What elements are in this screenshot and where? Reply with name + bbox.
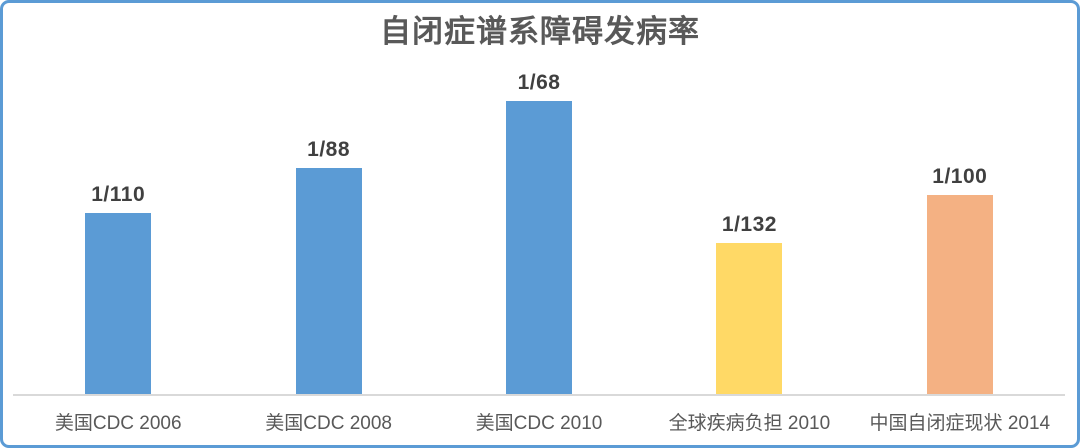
bar-group: 1/88 [223,139,433,394]
x-axis-line [13,394,1065,396]
category-label: 美国CDC 2006 [54,413,182,434]
bar-value-label: 1/132 [721,213,777,236]
plot-area: 1/110 1/88 1/68 1/132 1/100 美国CDC 2006 美国CDC … [13,3,1065,445]
bars-row: 1/110 1/88 1/68 1/132 1/100 [13,72,1065,394]
bar [295,168,362,394]
bar [716,243,783,394]
category-label: 美国CDC 2010 [475,413,603,434]
bar-group: 1/100 [855,166,1065,394]
bar-group: 1/132 [644,214,854,394]
bar-value-label: 1/68 [517,71,561,94]
bar-group: 1/68 [434,72,644,394]
bar [926,195,993,394]
category-label: 中国自闭症现状 2014 [869,413,1051,434]
chart-title: 自闭症谱系障碍发病率 [380,14,700,49]
category-labels-row: 美国CDC 2006 美国CDC 2008 美国CDC 2010 全球疾病负担 201… [13,412,1065,436]
bar [506,101,573,394]
bar-value-label: 1/100 [932,165,988,188]
bar [85,213,152,394]
category-label: 美国CDC 2008 [265,413,392,434]
bar-group: 1/110 [13,184,223,394]
bar-value-label: 1/110 [91,183,146,206]
category-label: 全球疾病负担 2010 [668,413,831,434]
bar-value-label: 1/88 [307,138,351,161]
